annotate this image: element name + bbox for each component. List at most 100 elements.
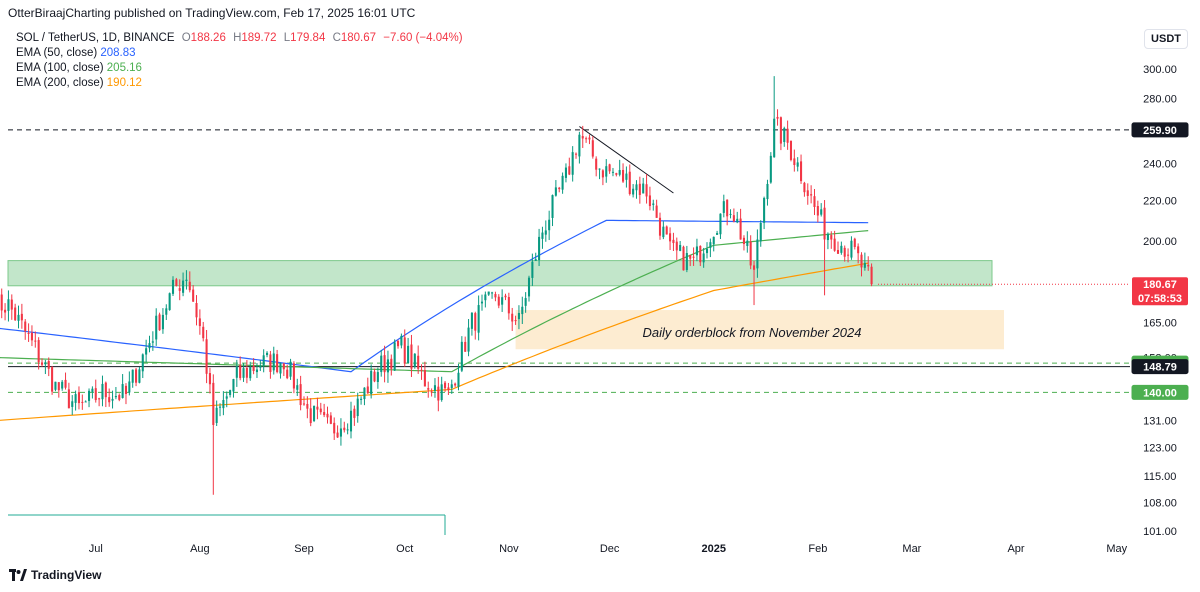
candle-body — [319, 408, 322, 413]
ohlc-close-value: 180.67 — [340, 32, 377, 44]
candle-body — [672, 239, 675, 244]
currency-button[interactable]: USDT — [1144, 29, 1188, 49]
x-tick-label: Feb — [808, 543, 827, 555]
legend-ema50-row[interactable]: EMA (50, close) 208.83 — [16, 46, 463, 61]
candle-body — [655, 205, 658, 218]
ohlc-open-key: O — [181, 32, 191, 44]
candle-body — [77, 392, 81, 404]
candle-body — [356, 398, 359, 417]
candle-body — [269, 354, 272, 372]
y-tick-label: 220.00 — [1143, 196, 1177, 208]
candle-body — [24, 321, 27, 332]
ema50-value: 208.83 — [100, 47, 136, 59]
candle-body — [171, 279, 175, 294]
last-price-tag: 180.67 — [1143, 279, 1177, 291]
candle-body — [662, 226, 665, 238]
candle-body — [182, 280, 185, 293]
candle-body — [339, 428, 342, 437]
candle-body — [588, 137, 591, 140]
candle-body — [719, 213, 722, 235]
candle-body — [128, 381, 131, 393]
candle-body — [544, 230, 547, 235]
ohlc-open-value: 188.26 — [190, 32, 226, 44]
candle-body — [235, 366, 238, 378]
y-tick-label: 200.00 — [1143, 236, 1177, 248]
candle-body — [605, 166, 608, 177]
candle-body — [615, 173, 618, 175]
candle-body — [229, 390, 232, 395]
candle-body — [840, 245, 843, 253]
legend-ema200-row[interactable]: EMA (200, close) 190.12 — [16, 76, 463, 91]
candle-body — [638, 183, 641, 195]
candle-body — [266, 352, 269, 356]
candle-body — [222, 399, 225, 409]
candle-body — [101, 383, 104, 400]
candle-body — [215, 407, 218, 423]
level-tag-140: 140.00 — [1143, 387, 1177, 399]
candle-body — [135, 369, 138, 383]
candle-body — [595, 158, 598, 170]
chart-legend: SOL / TetherUS, 1D, BINANCE O188.26 H189… — [16, 31, 463, 91]
candle-body — [669, 233, 672, 242]
ema100-line — [0, 230, 869, 373]
candle-body — [591, 140, 594, 157]
candle-body — [850, 240, 853, 258]
candle-body — [705, 248, 709, 254]
orderblock-zone — [515, 310, 1004, 350]
last-price-tag-bg — [1132, 277, 1188, 306]
candle-body — [40, 362, 44, 365]
candle-body — [108, 397, 111, 403]
candle-body — [820, 209, 823, 215]
candle-body — [165, 308, 168, 315]
candle-body — [709, 242, 712, 248]
candle-body — [54, 381, 57, 390]
level-tag-148: 148.79 — [1143, 362, 1177, 374]
candle-body — [467, 327, 470, 352]
candle-body — [37, 340, 40, 363]
candle-body — [336, 432, 339, 438]
candle-body — [464, 341, 467, 352]
candle-body — [789, 140, 793, 160]
candle-body — [628, 171, 631, 195]
candle-body — [722, 201, 725, 213]
candle-body — [4, 309, 7, 313]
candle-body — [554, 187, 557, 196]
candle-body — [212, 382, 215, 425]
candle-body — [383, 355, 386, 373]
x-tick-label: May — [1106, 543, 1127, 555]
candle-body — [776, 116, 779, 119]
candle-body — [648, 195, 651, 207]
candle-body — [517, 312, 520, 320]
price-change: −7.60 (−4.04%) — [383, 32, 463, 44]
candle-body — [353, 408, 356, 418]
tradingview-logo[interactable]: TradingView — [9, 568, 101, 582]
candle-body — [511, 313, 514, 322]
legend-ema100-row[interactable]: EMA (100, close) 205.16 — [16, 61, 463, 76]
legend-symbol-row[interactable]: SOL / TetherUS, 1D, BINANCE O188.26 H189… — [16, 31, 463, 46]
candle-body — [329, 415, 332, 424]
candle-body — [598, 168, 601, 170]
candle-body — [548, 219, 551, 231]
candle-body — [91, 388, 94, 392]
candle-body — [860, 254, 863, 268]
candle-body — [457, 372, 460, 387]
candle-body — [47, 360, 50, 369]
candle-body — [833, 238, 836, 251]
ema100-label: EMA (100, close) — [16, 62, 104, 74]
candle-body — [366, 386, 369, 394]
candle-body — [716, 233, 719, 235]
candle-body — [454, 383, 457, 386]
candle-body — [289, 361, 292, 377]
candle-body — [558, 187, 561, 190]
candle-body — [175, 279, 178, 286]
candle-body — [349, 410, 353, 432]
x-tick-label: Oct — [396, 543, 413, 555]
candle-body — [538, 236, 541, 261]
candle-body — [578, 134, 581, 157]
candle-body — [403, 337, 406, 364]
candle-body — [202, 326, 205, 339]
candle-body — [363, 387, 366, 400]
candle-body — [816, 206, 819, 216]
candle-body — [487, 291, 490, 295]
